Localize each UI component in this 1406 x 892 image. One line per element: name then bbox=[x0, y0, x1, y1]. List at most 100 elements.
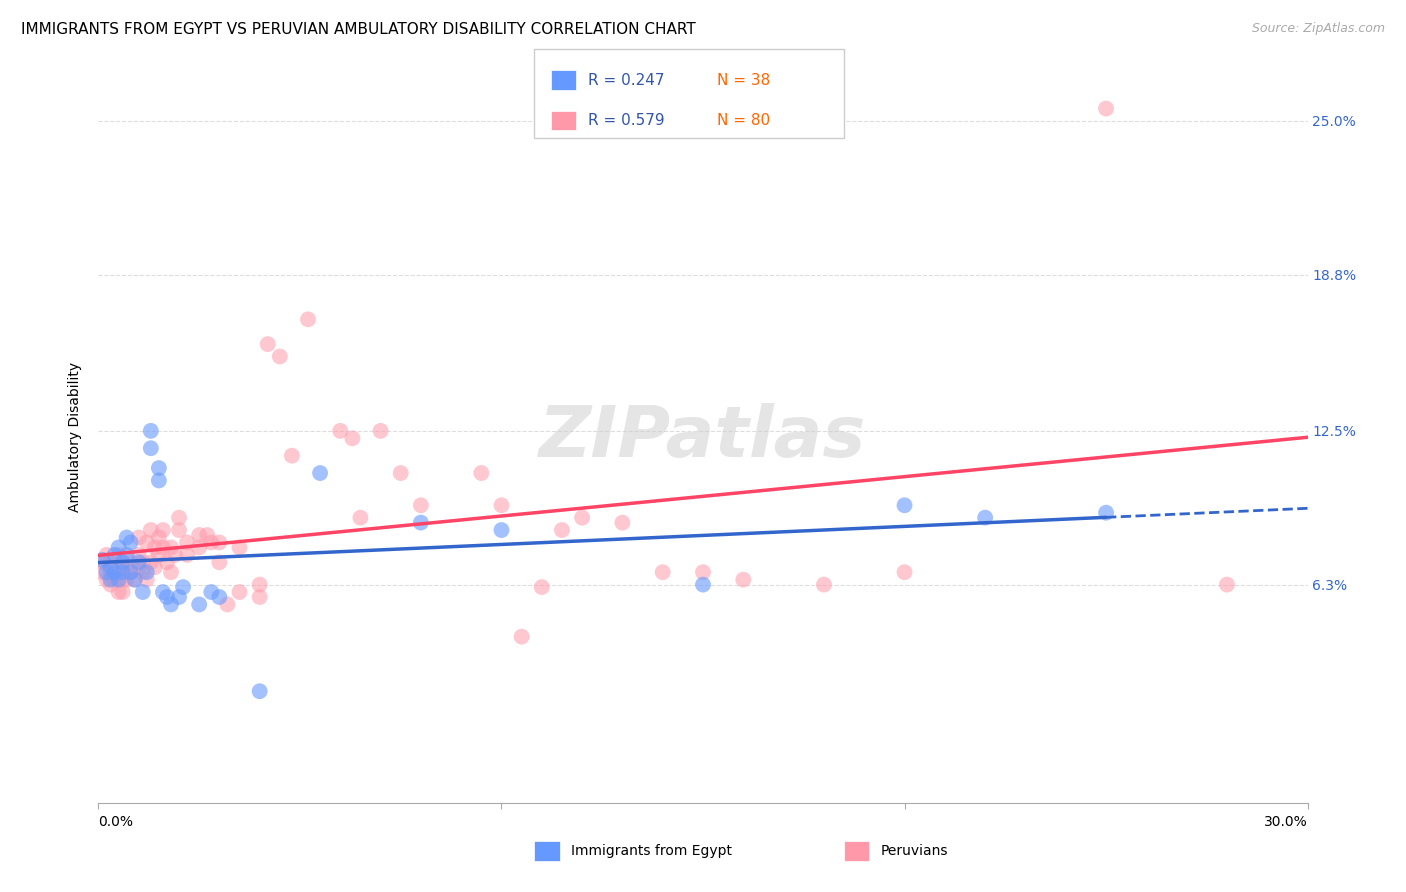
Point bbox=[349, 510, 371, 524]
Point bbox=[143, 560, 166, 574]
Point bbox=[139, 523, 162, 537]
Point bbox=[309, 466, 332, 480]
Text: Peruvians: Peruvians bbox=[880, 844, 948, 858]
Point bbox=[651, 565, 673, 579]
Point bbox=[124, 573, 146, 587]
Point bbox=[128, 560, 150, 574]
Point bbox=[148, 531, 170, 545]
Text: 0.0%: 0.0% bbox=[98, 815, 134, 830]
Point bbox=[132, 555, 155, 569]
Text: Source: ZipAtlas.com: Source: ZipAtlas.com bbox=[1251, 22, 1385, 36]
Point bbox=[195, 528, 218, 542]
Point bbox=[111, 555, 134, 569]
Point bbox=[115, 548, 138, 562]
Text: ZIPatlas: ZIPatlas bbox=[540, 402, 866, 472]
Text: R = 0.247: R = 0.247 bbox=[588, 73, 664, 87]
Point bbox=[249, 577, 271, 591]
Point bbox=[269, 350, 291, 364]
Point bbox=[148, 548, 170, 562]
Point bbox=[96, 548, 118, 562]
Point bbox=[163, 548, 186, 562]
Point bbox=[813, 577, 835, 591]
Point bbox=[91, 555, 114, 569]
Point bbox=[297, 312, 319, 326]
Point bbox=[120, 565, 142, 579]
Point bbox=[228, 541, 250, 555]
Point bbox=[974, 510, 997, 524]
Point bbox=[409, 498, 432, 512]
Text: N = 80: N = 80 bbox=[717, 113, 770, 128]
Point bbox=[188, 598, 211, 612]
Point bbox=[510, 630, 533, 644]
Point bbox=[115, 560, 138, 574]
Point bbox=[132, 585, 155, 599]
Point bbox=[103, 565, 125, 579]
Text: 30.0%: 30.0% bbox=[1264, 815, 1308, 830]
Point bbox=[470, 466, 492, 480]
Point bbox=[107, 541, 129, 555]
Point bbox=[228, 585, 250, 599]
Point bbox=[96, 573, 118, 587]
Point bbox=[100, 565, 122, 579]
Point bbox=[733, 573, 755, 587]
Point bbox=[139, 424, 162, 438]
Point bbox=[200, 585, 222, 599]
Point bbox=[100, 555, 122, 569]
Point bbox=[208, 590, 231, 604]
Point bbox=[107, 585, 129, 599]
Point bbox=[167, 523, 190, 537]
Point bbox=[128, 548, 150, 562]
Point bbox=[612, 516, 634, 530]
Text: N = 38: N = 38 bbox=[717, 73, 770, 87]
Point bbox=[135, 535, 157, 549]
Point bbox=[111, 573, 134, 587]
Point bbox=[217, 598, 239, 612]
Point bbox=[115, 573, 138, 587]
Point bbox=[1095, 506, 1118, 520]
Point bbox=[176, 535, 198, 549]
Y-axis label: Ambulatory Disability: Ambulatory Disability bbox=[69, 362, 83, 512]
Point bbox=[91, 553, 114, 567]
Point bbox=[100, 560, 122, 574]
Point bbox=[893, 565, 915, 579]
Point bbox=[124, 573, 146, 587]
Point bbox=[139, 555, 162, 569]
Point bbox=[491, 523, 513, 537]
Point bbox=[167, 510, 190, 524]
Point bbox=[893, 498, 915, 512]
Point bbox=[1216, 577, 1239, 591]
Point bbox=[135, 565, 157, 579]
Point bbox=[148, 461, 170, 475]
Point bbox=[329, 424, 352, 438]
Point bbox=[111, 555, 134, 569]
Point bbox=[249, 590, 271, 604]
Point bbox=[120, 555, 142, 569]
Point bbox=[107, 573, 129, 587]
Point bbox=[208, 555, 231, 569]
Point bbox=[172, 580, 194, 594]
Point bbox=[111, 585, 134, 599]
Text: IMMIGRANTS FROM EGYPT VS PERUVIAN AMBULATORY DISABILITY CORRELATION CHART: IMMIGRANTS FROM EGYPT VS PERUVIAN AMBULA… bbox=[21, 22, 696, 37]
Point bbox=[176, 548, 198, 562]
Point bbox=[103, 548, 125, 562]
Point bbox=[692, 565, 714, 579]
Text: Immigrants from Egypt: Immigrants from Egypt bbox=[571, 844, 733, 858]
Point bbox=[208, 535, 231, 549]
Point bbox=[128, 531, 150, 545]
Point bbox=[571, 510, 593, 524]
Text: R = 0.579: R = 0.579 bbox=[588, 113, 664, 128]
Point bbox=[188, 528, 211, 542]
Point bbox=[139, 442, 162, 456]
Point bbox=[148, 474, 170, 488]
Point bbox=[160, 541, 183, 555]
Point bbox=[530, 580, 553, 594]
Point bbox=[96, 565, 118, 579]
Point bbox=[156, 555, 179, 569]
Point bbox=[160, 565, 183, 579]
Point bbox=[281, 449, 304, 463]
Point bbox=[115, 531, 138, 545]
Point bbox=[132, 565, 155, 579]
Point bbox=[107, 565, 129, 579]
Point bbox=[1095, 102, 1118, 116]
Point bbox=[342, 431, 364, 445]
